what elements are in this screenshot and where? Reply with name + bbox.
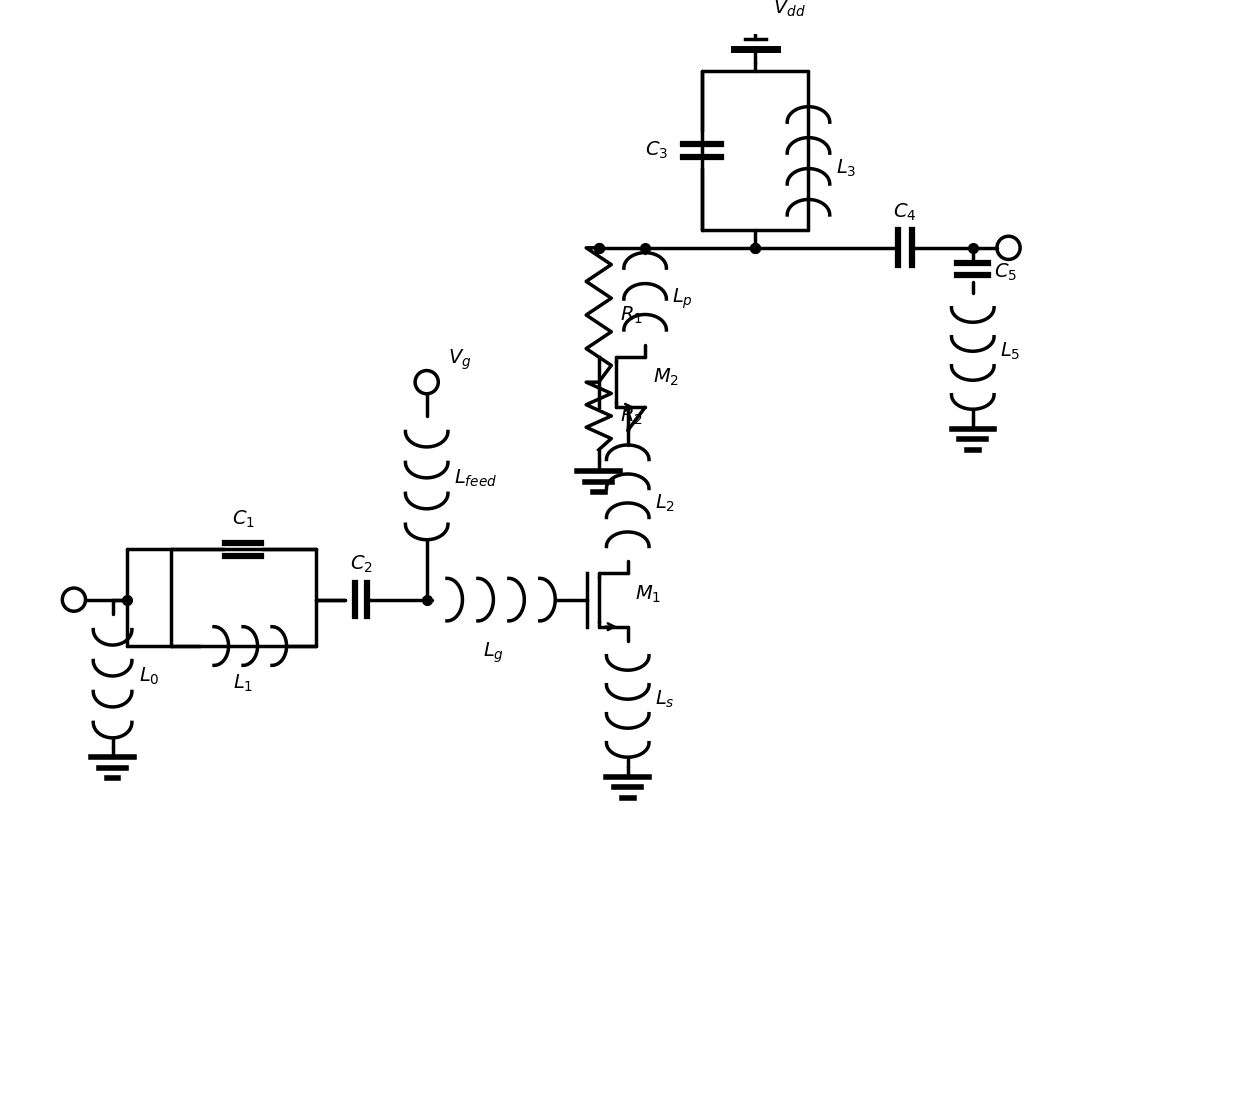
Text: $L_0$: $L_0$ <box>139 665 159 686</box>
Text: $V_{dd}$: $V_{dd}$ <box>773 0 806 19</box>
Text: $L_p$: $L_p$ <box>672 287 693 312</box>
Text: $C_1$: $C_1$ <box>232 508 254 530</box>
Text: $L_s$: $L_s$ <box>655 688 675 709</box>
Text: $M_1$: $M_1$ <box>635 585 662 606</box>
Text: $L_3$: $L_3$ <box>836 158 856 179</box>
Text: $L_2$: $L_2$ <box>655 493 675 514</box>
Text: $L_5$: $L_5$ <box>999 340 1021 361</box>
Text: $L_1$: $L_1$ <box>233 673 253 694</box>
Text: $C_5$: $C_5$ <box>994 261 1017 283</box>
Text: $C_4$: $C_4$ <box>893 201 916 223</box>
Text: $L_{feed}$: $L_{feed}$ <box>454 467 497 488</box>
Text: $C_2$: $C_2$ <box>350 554 372 575</box>
Text: $C_3$: $C_3$ <box>645 140 668 161</box>
Text: $V_g$: $V_g$ <box>448 348 471 372</box>
Text: $R_1$: $R_1$ <box>620 304 642 326</box>
Text: $R_2$: $R_2$ <box>620 406 642 427</box>
Text: $M_2$: $M_2$ <box>653 367 680 388</box>
Text: $L_g$: $L_g$ <box>482 640 503 665</box>
